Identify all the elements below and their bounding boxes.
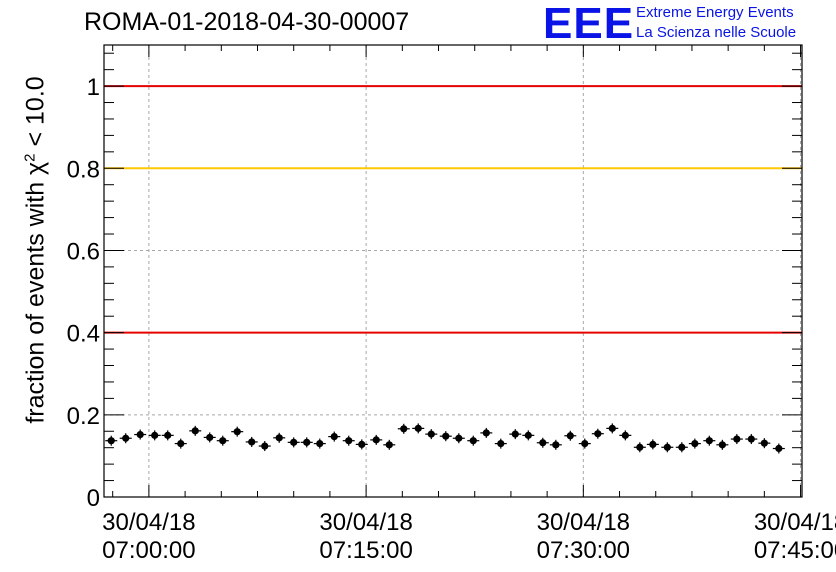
x-tick-label-date: 30/04/18	[537, 509, 630, 536]
data-point	[482, 429, 490, 437]
data-point	[760, 439, 768, 447]
data-point	[414, 424, 422, 432]
data-point	[552, 441, 560, 449]
x-tick-label-date: 30/04/18	[319, 509, 412, 536]
data-point	[594, 430, 602, 438]
data-point	[107, 437, 115, 445]
x-tick-label-date: 30/04/18	[754, 509, 836, 536]
data-point	[345, 437, 353, 445]
data-point	[691, 439, 699, 448]
data-point	[136, 430, 144, 439]
y-tick-label: 0.8	[67, 156, 100, 183]
y-tick-label: 0.2	[67, 403, 100, 430]
x-tick-label-time: 07:45:00	[754, 537, 836, 564]
data-point	[718, 441, 726, 449]
data-point	[524, 431, 532, 439]
data-point	[663, 443, 671, 451]
data-point	[400, 425, 408, 433]
data-point	[191, 427, 199, 435]
org-name-line2: La Scienza nelle Scuole	[636, 24, 797, 41]
data-point	[747, 435, 755, 443]
org-name-line1: Extreme Energy Events	[636, 4, 794, 21]
data-point	[608, 424, 616, 432]
y-tick-label: 0.6	[67, 238, 100, 265]
y-tick-label: 0	[87, 485, 100, 512]
data-point	[511, 430, 519, 438]
data-point	[219, 437, 227, 445]
data-point	[733, 435, 741, 443]
data-point	[358, 440, 366, 449]
data-point	[775, 444, 783, 453]
data-point	[248, 438, 256, 446]
data-point	[621, 431, 629, 439]
data-point	[330, 432, 338, 441]
data-point	[372, 436, 380, 444]
data-point	[678, 443, 686, 451]
data-point	[316, 439, 324, 448]
data-point	[566, 432, 574, 440]
data-point	[705, 437, 713, 445]
data-point	[636, 443, 644, 451]
data-point	[385, 441, 393, 449]
data-point	[261, 442, 269, 450]
data-point	[539, 439, 547, 447]
data-point	[122, 434, 130, 442]
x-tick-label-date: 30/04/18	[102, 509, 195, 536]
x-tick-label-time: 07:30:00	[537, 537, 630, 564]
data-point	[206, 433, 214, 442]
y-tick-label: 1	[87, 74, 100, 101]
eee-logo: EEE	[543, 0, 635, 48]
y-tick-label: 0.4	[67, 321, 100, 348]
x-tick-label-time: 07:00:00	[102, 537, 195, 564]
data-point	[233, 428, 241, 436]
chart-title: ROMA-01-2018-04-30-00007	[84, 8, 410, 36]
data-point	[151, 431, 159, 439]
data-point	[442, 432, 450, 440]
data-point	[177, 439, 185, 448]
data-point	[164, 431, 172, 439]
data-point	[427, 430, 435, 438]
data-point	[303, 438, 311, 446]
x-tick-label-time: 07:15:00	[319, 537, 412, 564]
data-point	[275, 434, 283, 442]
data-point	[581, 439, 589, 448]
data-point	[290, 438, 298, 446]
plot-frame	[103, 44, 803, 498]
data-point	[455, 434, 463, 442]
data-point	[497, 439, 505, 448]
data-point	[469, 437, 477, 445]
data-point	[649, 440, 657, 449]
